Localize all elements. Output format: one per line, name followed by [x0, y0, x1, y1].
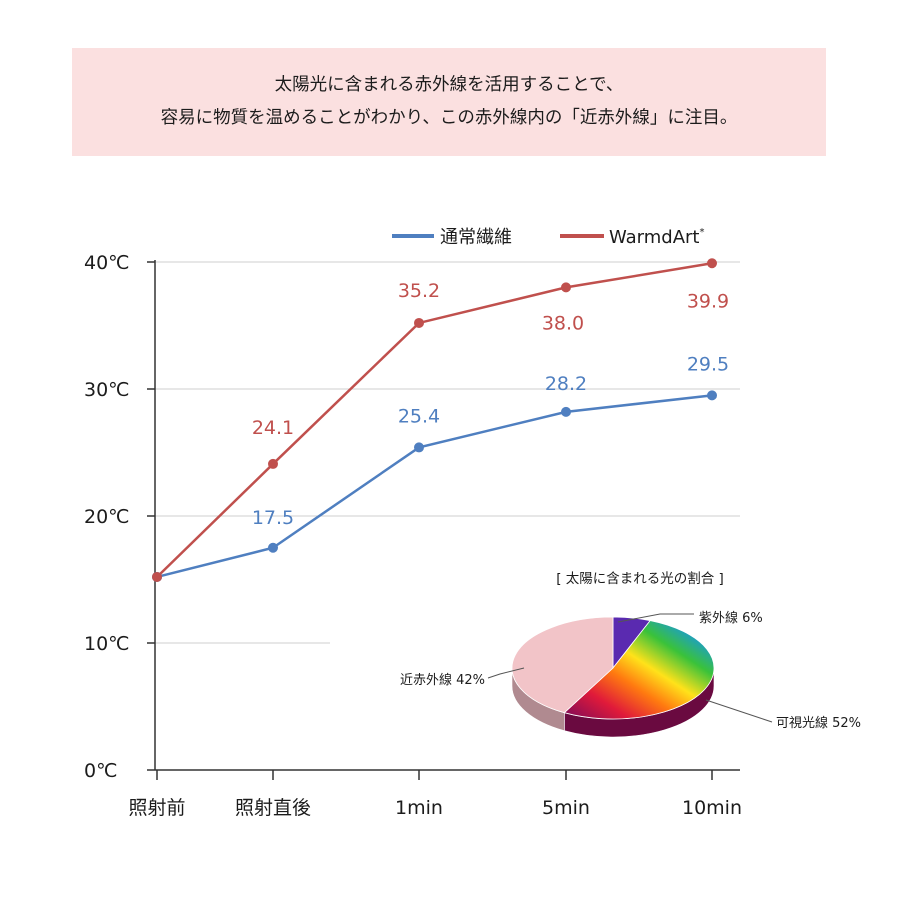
pie-slice	[511, 616, 614, 714]
pie-leader-line	[487, 667, 525, 679]
legend: 通常繊維 WarmdArt*	[392, 227, 705, 248]
series-points	[152, 258, 717, 582]
data-label: 39.9	[687, 290, 729, 312]
data-point	[707, 390, 717, 401]
data-label: 25.4	[398, 405, 440, 427]
y-tick-label: 40℃	[84, 252, 130, 274]
data-label: 24.1	[252, 417, 294, 439]
y-tick-label: 20℃	[84, 506, 130, 528]
pie-slice-label: 近赤外線 42%	[400, 672, 485, 688]
data-point	[414, 442, 424, 453]
data-point	[268, 542, 278, 553]
data-label: 17.5	[252, 507, 294, 529]
legend-label-suffix: *	[700, 227, 705, 238]
header-banner: 太陽光に含まれる赤外線を活用することで、 容易に物質を温めることがわかり、この赤…	[72, 48, 826, 156]
x-tick-label: 照射直後	[235, 797, 311, 819]
data-point	[414, 317, 424, 328]
pie-slice-label: 紫外線 6%	[699, 610, 763, 626]
banner-line-2: 容易に物質を温めることがわかり、この赤外線内の「近赤外線」に注目。	[160, 108, 738, 128]
legend-label: WarmdArt*	[609, 227, 705, 248]
data-labels: 17.5 25.4 28.2 29.5 24.1 35.2 38.0 39.9	[252, 280, 729, 529]
y-tick-label: 10℃	[84, 633, 130, 655]
x-tick-label: 1min	[395, 797, 443, 819]
grid-lines	[155, 261, 740, 644]
data-label: 29.5	[687, 353, 729, 375]
y-tick-label: 30℃	[84, 379, 130, 401]
pie-slice	[563, 620, 715, 720]
x-tick-label: 5min	[542, 797, 590, 819]
data-point	[707, 258, 717, 269]
x-tick-label: 10min	[682, 797, 742, 819]
legend-label: 通常繊維	[440, 227, 512, 248]
data-point	[268, 458, 278, 469]
data-point	[561, 406, 571, 417]
data-point	[561, 282, 571, 293]
pie-leader-line	[705, 699, 773, 723]
axes: 0℃ 10℃ 20℃ 30℃ 40℃ 照射前 照射直後 1min 5min 10min	[84, 252, 742, 819]
pie-chart: [ 太陽に含まれる光の割合 ] 紫外線 6% 可視光線 52% 近赤外線 42%	[400, 570, 861, 738]
pie-slice-label: 可視光線 52%	[776, 715, 861, 731]
x-tick-label: 照射前	[128, 797, 185, 819]
data-label: 35.2	[398, 280, 440, 302]
pie-title: [ 太陽に含まれる光の割合 ]	[556, 570, 724, 587]
data-point	[152, 571, 162, 582]
y-tick-label: 0℃	[84, 760, 117, 782]
data-label: 28.2	[545, 373, 587, 395]
data-label: 38.0	[542, 312, 584, 334]
banner-line-1: 太陽光に含まれる赤外線を活用することで、	[274, 75, 624, 95]
pie-leader-line	[617, 613, 694, 623]
